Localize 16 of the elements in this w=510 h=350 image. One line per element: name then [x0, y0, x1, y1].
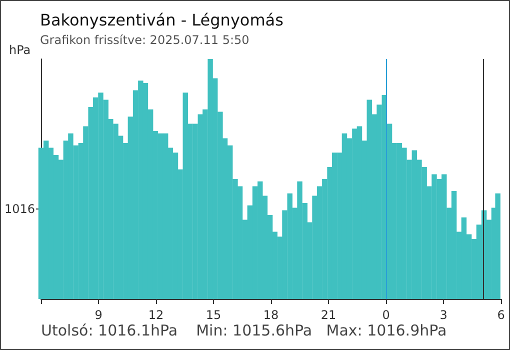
x-tick-label: 18	[263, 308, 279, 322]
chart-subtitle: Grafikon frissítve: 2025.07.11 5:50	[40, 33, 250, 47]
x-tick-label: 6	[497, 308, 505, 322]
x-tick-label: 9	[94, 308, 102, 322]
x-tick-label: 0	[382, 308, 390, 322]
x-tick-label: 21	[320, 308, 336, 322]
y-axis-title: hPa	[9, 43, 31, 57]
text: Min: 1015.6hPa	[196, 322, 312, 340]
text: Utolsó: 1016.1hPa	[41, 322, 178, 340]
text: Max: 1016.9hPa	[326, 322, 447, 340]
text: 1016	[4, 202, 35, 216]
chart-title: Bakonyszentiván - Légnyomás	[40, 10, 284, 30]
bar	[495, 193, 500, 299]
x-tick-label: 3	[440, 308, 448, 322]
x-tick-label: 12	[148, 308, 164, 322]
x-tick-label: 15	[206, 308, 222, 322]
